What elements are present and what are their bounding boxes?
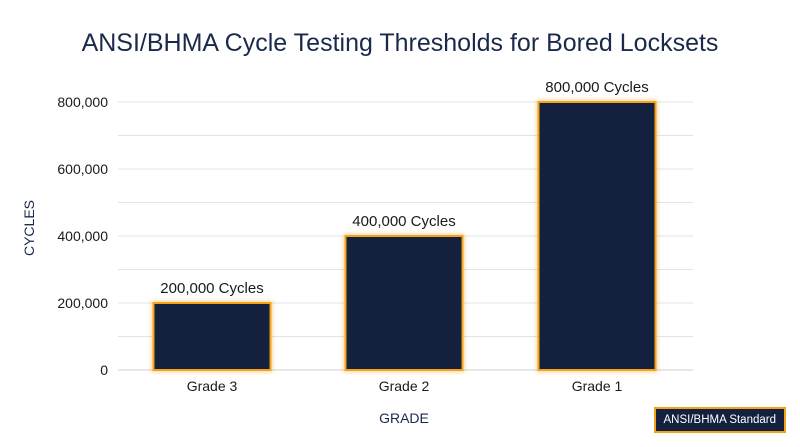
chart-title: ANSI/BHMA Cycle Testing Thresholds for B… [82, 29, 719, 57]
x-tick-label: Grade 2 [379, 378, 430, 394]
bar-labels: 200,000 Cycles 400,000 Cycles 800,000 Cycl… [160, 79, 648, 297]
x-axis-title: GRADE [379, 410, 429, 426]
x-axis-ticks: Grade 3 Grade 2 Grade 1 [187, 378, 623, 394]
bar-data-label: 800,000 Cycles [545, 79, 648, 96]
y-tick-label: 600,000 [57, 161, 108, 177]
y-axis-title: CYCLES [21, 200, 37, 256]
y-tick-label: 200,000 [57, 295, 108, 311]
source-badge: ANSI/BHMA Standard [653, 407, 786, 433]
bars [151, 100, 658, 372]
y-tick-label: 0 [100, 362, 108, 378]
y-axis-ticks: 0 200,000 400,000 600,000 800,000 [57, 94, 108, 378]
y-tick-label: 400,000 [57, 228, 108, 244]
y-tick-label: 800,000 [57, 94, 108, 110]
bar-data-label: 200,000 Cycles [160, 280, 263, 297]
x-tick-label: Grade 3 [187, 378, 238, 394]
bar [344, 235, 464, 371]
bar [537, 101, 657, 371]
x-tick-label: Grade 1 [572, 378, 623, 394]
bar [152, 302, 272, 371]
bar-data-label: 400,000 Cycles [352, 213, 455, 230]
